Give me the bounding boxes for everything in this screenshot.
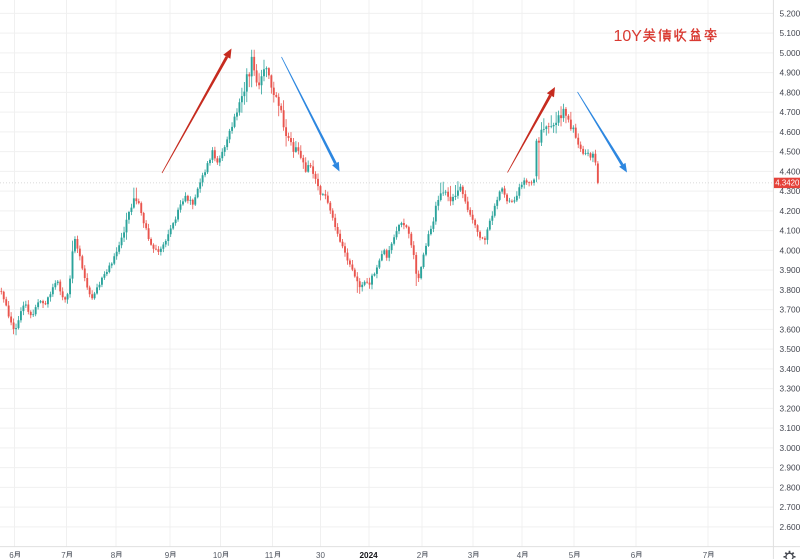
- svg-text:2024: 2024: [360, 551, 379, 559]
- svg-text:3.0000: 3.0000: [780, 443, 800, 453]
- svg-text:7: 7: [703, 551, 708, 559]
- svg-text:5.2000: 5.2000: [780, 8, 800, 18]
- svg-text:4.9000: 4.9000: [780, 68, 800, 78]
- svg-text:6: 6: [9, 551, 14, 559]
- svg-text:4.3000: 4.3000: [780, 186, 800, 196]
- svg-text:10Y: 10Y: [614, 28, 643, 45]
- svg-text:5: 5: [569, 551, 574, 559]
- svg-text:3.1000: 3.1000: [780, 423, 800, 433]
- svg-text:4.8000: 4.8000: [780, 87, 800, 97]
- svg-text:4.1000: 4.1000: [780, 226, 800, 236]
- svg-text:30: 30: [316, 551, 325, 559]
- svg-text:4.5000: 4.5000: [780, 147, 800, 157]
- svg-text:3.8000: 3.8000: [780, 285, 800, 295]
- svg-text:3.4000: 3.4000: [780, 364, 800, 374]
- svg-text:4.2000: 4.2000: [780, 206, 800, 216]
- svg-text:3.6000: 3.6000: [780, 324, 800, 334]
- svg-text:10: 10: [213, 551, 222, 559]
- svg-text:3.2000: 3.2000: [780, 403, 800, 413]
- svg-text:4.6000: 4.6000: [780, 127, 800, 137]
- svg-text:11: 11: [265, 551, 274, 559]
- svg-text:3.5000: 3.5000: [780, 344, 800, 354]
- svg-text:2.6000: 2.6000: [780, 522, 800, 532]
- svg-text:5.0000: 5.0000: [780, 48, 800, 58]
- svg-text:3.7000: 3.7000: [780, 305, 800, 315]
- svg-text:3.9000: 3.9000: [780, 265, 800, 275]
- svg-text:4: 4: [517, 551, 522, 559]
- svg-text:2.8000: 2.8000: [780, 482, 800, 492]
- svg-text:4.3420: 4.3420: [775, 179, 800, 188]
- svg-text:2.9000: 2.9000: [780, 463, 800, 473]
- svg-text:5.1000: 5.1000: [780, 28, 800, 38]
- svg-text:3: 3: [468, 551, 473, 559]
- svg-text:9: 9: [165, 551, 170, 559]
- svg-text:4.0000: 4.0000: [780, 245, 800, 255]
- svg-text:4.7000: 4.7000: [780, 107, 800, 117]
- svg-text:7: 7: [61, 551, 66, 559]
- svg-text:8: 8: [111, 551, 116, 559]
- svg-text:6: 6: [631, 551, 636, 559]
- svg-text:2.7000: 2.7000: [780, 502, 800, 512]
- svg-text:2: 2: [417, 551, 422, 559]
- svg-text:4.4000: 4.4000: [780, 166, 800, 176]
- svg-text:3.3000: 3.3000: [780, 384, 800, 394]
